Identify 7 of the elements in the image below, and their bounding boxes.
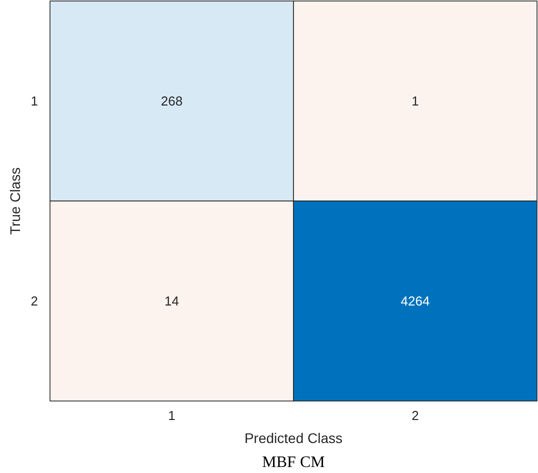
data-label: 1 [412,94,419,109]
y-axis-title: True Class [7,167,23,235]
data-label: 14 [164,294,179,309]
data-label: 268 [160,94,183,109]
x-axis-title: Predicted Class [244,430,343,446]
data-label: 4264 [400,294,430,309]
text: MBF CM [262,454,325,471]
